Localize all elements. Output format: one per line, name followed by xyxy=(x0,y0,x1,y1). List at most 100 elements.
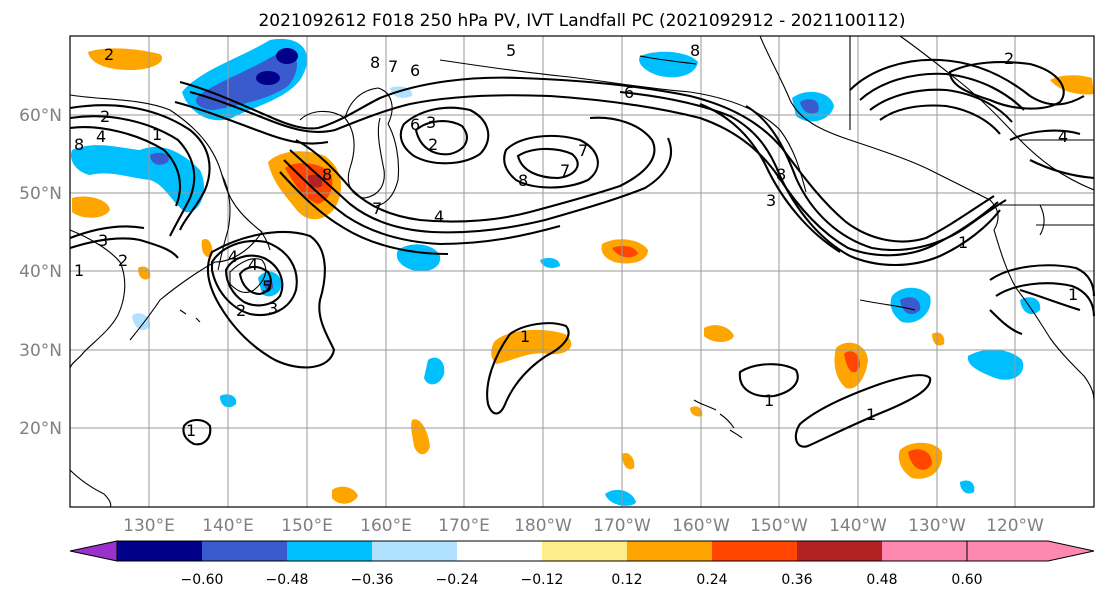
contour-label: 3 xyxy=(766,191,776,210)
pv-positive-patch xyxy=(690,406,703,417)
colorbar-segment xyxy=(202,541,287,561)
pv-positive-patch xyxy=(491,329,572,364)
contour-label: 7 xyxy=(578,141,588,160)
lon-label: 150°E xyxy=(281,516,333,536)
contour-label: 8 xyxy=(518,171,528,190)
contour-label: 7 xyxy=(388,57,398,76)
contours xyxy=(69,58,1096,448)
pv-negative-patch xyxy=(960,480,975,494)
colorbar-tick-label: 0.12 xyxy=(611,572,642,588)
lon-label: 130°W xyxy=(908,516,966,536)
pv-negative-patch xyxy=(150,152,169,165)
contour-label: 4 xyxy=(96,127,106,146)
colorbar-extend-low xyxy=(69,540,118,562)
contour-label: 2 xyxy=(100,107,110,126)
colorbar-tick-label: −0.36 xyxy=(351,572,394,588)
lon-label: 170°E xyxy=(438,516,490,536)
lat-label: 60°N xyxy=(19,106,62,126)
colorbar-segment xyxy=(882,541,967,561)
colorbar-tick-label: −0.24 xyxy=(436,572,479,588)
lat-label: 20°N xyxy=(19,419,62,439)
contour-label: 2 xyxy=(118,251,128,270)
contour-labels: 2 8 6 7 8 5 6 2 3 1 4 6 8 7 2 7 4 8 7 8 … xyxy=(74,41,1078,440)
pv-negative-patch xyxy=(70,145,205,213)
pv-negative-core xyxy=(276,48,298,64)
contour-label: 8 xyxy=(322,165,332,184)
colorbar-segment xyxy=(712,541,797,561)
contour-label: 2 xyxy=(428,135,438,154)
pv-positive-patch xyxy=(844,351,860,373)
pv-negative-patch xyxy=(900,297,921,315)
pv-positive-patch xyxy=(612,246,638,258)
colorbar-tick-label: 0.48 xyxy=(866,572,897,588)
lat-label: 50°N xyxy=(19,184,62,204)
contour-label: 3 xyxy=(426,113,436,132)
contour-label: 8 xyxy=(690,41,700,60)
contour-label: 1 xyxy=(764,391,774,410)
figure-title: 2021092612 F018 250 hPa PV, IVT Landfall… xyxy=(258,11,905,31)
map-frame xyxy=(69,35,1095,508)
longitude-labels: 130°E 140°E 150°E 160°E 170°E 180°W 170°… xyxy=(123,516,1044,536)
pv-positive-patch xyxy=(411,419,430,455)
colorbar: −0.60 −0.48 −0.36 −0.24 −0.12 0.12 0.24 … xyxy=(69,540,1095,588)
pv-negative-patch xyxy=(132,313,150,331)
lon-label: 150°W xyxy=(750,516,808,536)
pv-positive-patch xyxy=(308,174,323,188)
contour-label: 4 xyxy=(228,247,238,266)
pv-positive-patch xyxy=(138,266,151,280)
lon-label: 130°E xyxy=(123,516,175,536)
pv-negative-patch xyxy=(605,489,636,506)
contour-label: 1 xyxy=(186,421,196,440)
coastlines xyxy=(69,35,1095,508)
contour-label: 8 xyxy=(74,135,84,154)
contour-label: 4 xyxy=(1058,127,1068,146)
pv-negative-patch xyxy=(396,244,441,272)
contour-label: 8 xyxy=(370,53,380,72)
lon-label: 120°W xyxy=(986,516,1044,536)
contour-label: 6 xyxy=(410,61,420,80)
colorbar-segment xyxy=(457,541,542,561)
colorbar-tick-label: 0.36 xyxy=(781,572,812,588)
colorbar-extend-high xyxy=(966,540,1095,562)
contour-label: 2 xyxy=(236,301,246,320)
lon-label: 140°E xyxy=(202,516,254,536)
colorbar-segment xyxy=(372,541,457,561)
contour-label: 1 xyxy=(520,327,530,346)
contour-label: 4 xyxy=(248,255,258,274)
colorbar-tick-label: −0.12 xyxy=(521,572,564,588)
latitude-labels: 60°N 50°N 40°N 30°N 20°N xyxy=(19,106,62,439)
contour-label: 3 xyxy=(268,299,278,318)
lon-label: 160°E xyxy=(360,516,412,536)
contour-label: 3 xyxy=(98,231,108,250)
pv-negative-patch xyxy=(424,357,445,385)
pv-positive-patch xyxy=(201,238,213,258)
colorbar-tick-label: 0.24 xyxy=(696,572,727,588)
pv-positive-patch xyxy=(332,486,358,504)
colorbar-segment xyxy=(117,541,202,561)
colorbar-outline xyxy=(116,540,968,562)
pv-positive-patch xyxy=(88,48,163,70)
contour-label: 8 xyxy=(776,165,786,184)
pv-positive-patch xyxy=(1050,75,1094,95)
contour-label: 6 xyxy=(410,115,420,134)
contour-label: 5 xyxy=(506,41,516,60)
contour-label: 7 xyxy=(560,161,570,180)
pv-negative-patch xyxy=(540,258,560,268)
pv-shading xyxy=(70,38,1094,506)
contour-label: 1 xyxy=(958,233,968,252)
map-panel: 2 8 6 7 8 5 6 2 3 1 4 6 8 7 2 7 4 8 7 8 … xyxy=(69,35,1096,508)
pv-positive-patch xyxy=(932,332,945,346)
contour-label: 6 xyxy=(624,83,634,102)
colorbar-segment xyxy=(542,541,627,561)
colorbar-segment xyxy=(627,541,712,561)
lat-label: 40°N xyxy=(19,262,62,282)
pv-negative-core xyxy=(256,71,280,85)
lon-label: 180°W xyxy=(514,516,572,536)
contour-label: 1 xyxy=(74,261,84,280)
lon-label: 140°W xyxy=(829,516,887,536)
colorbar-tick-label: 0.60 xyxy=(951,572,982,588)
lon-label: 170°W xyxy=(593,516,651,536)
pv-positive-patch xyxy=(622,452,635,470)
colorbar-tick-label: −0.60 xyxy=(181,572,224,588)
